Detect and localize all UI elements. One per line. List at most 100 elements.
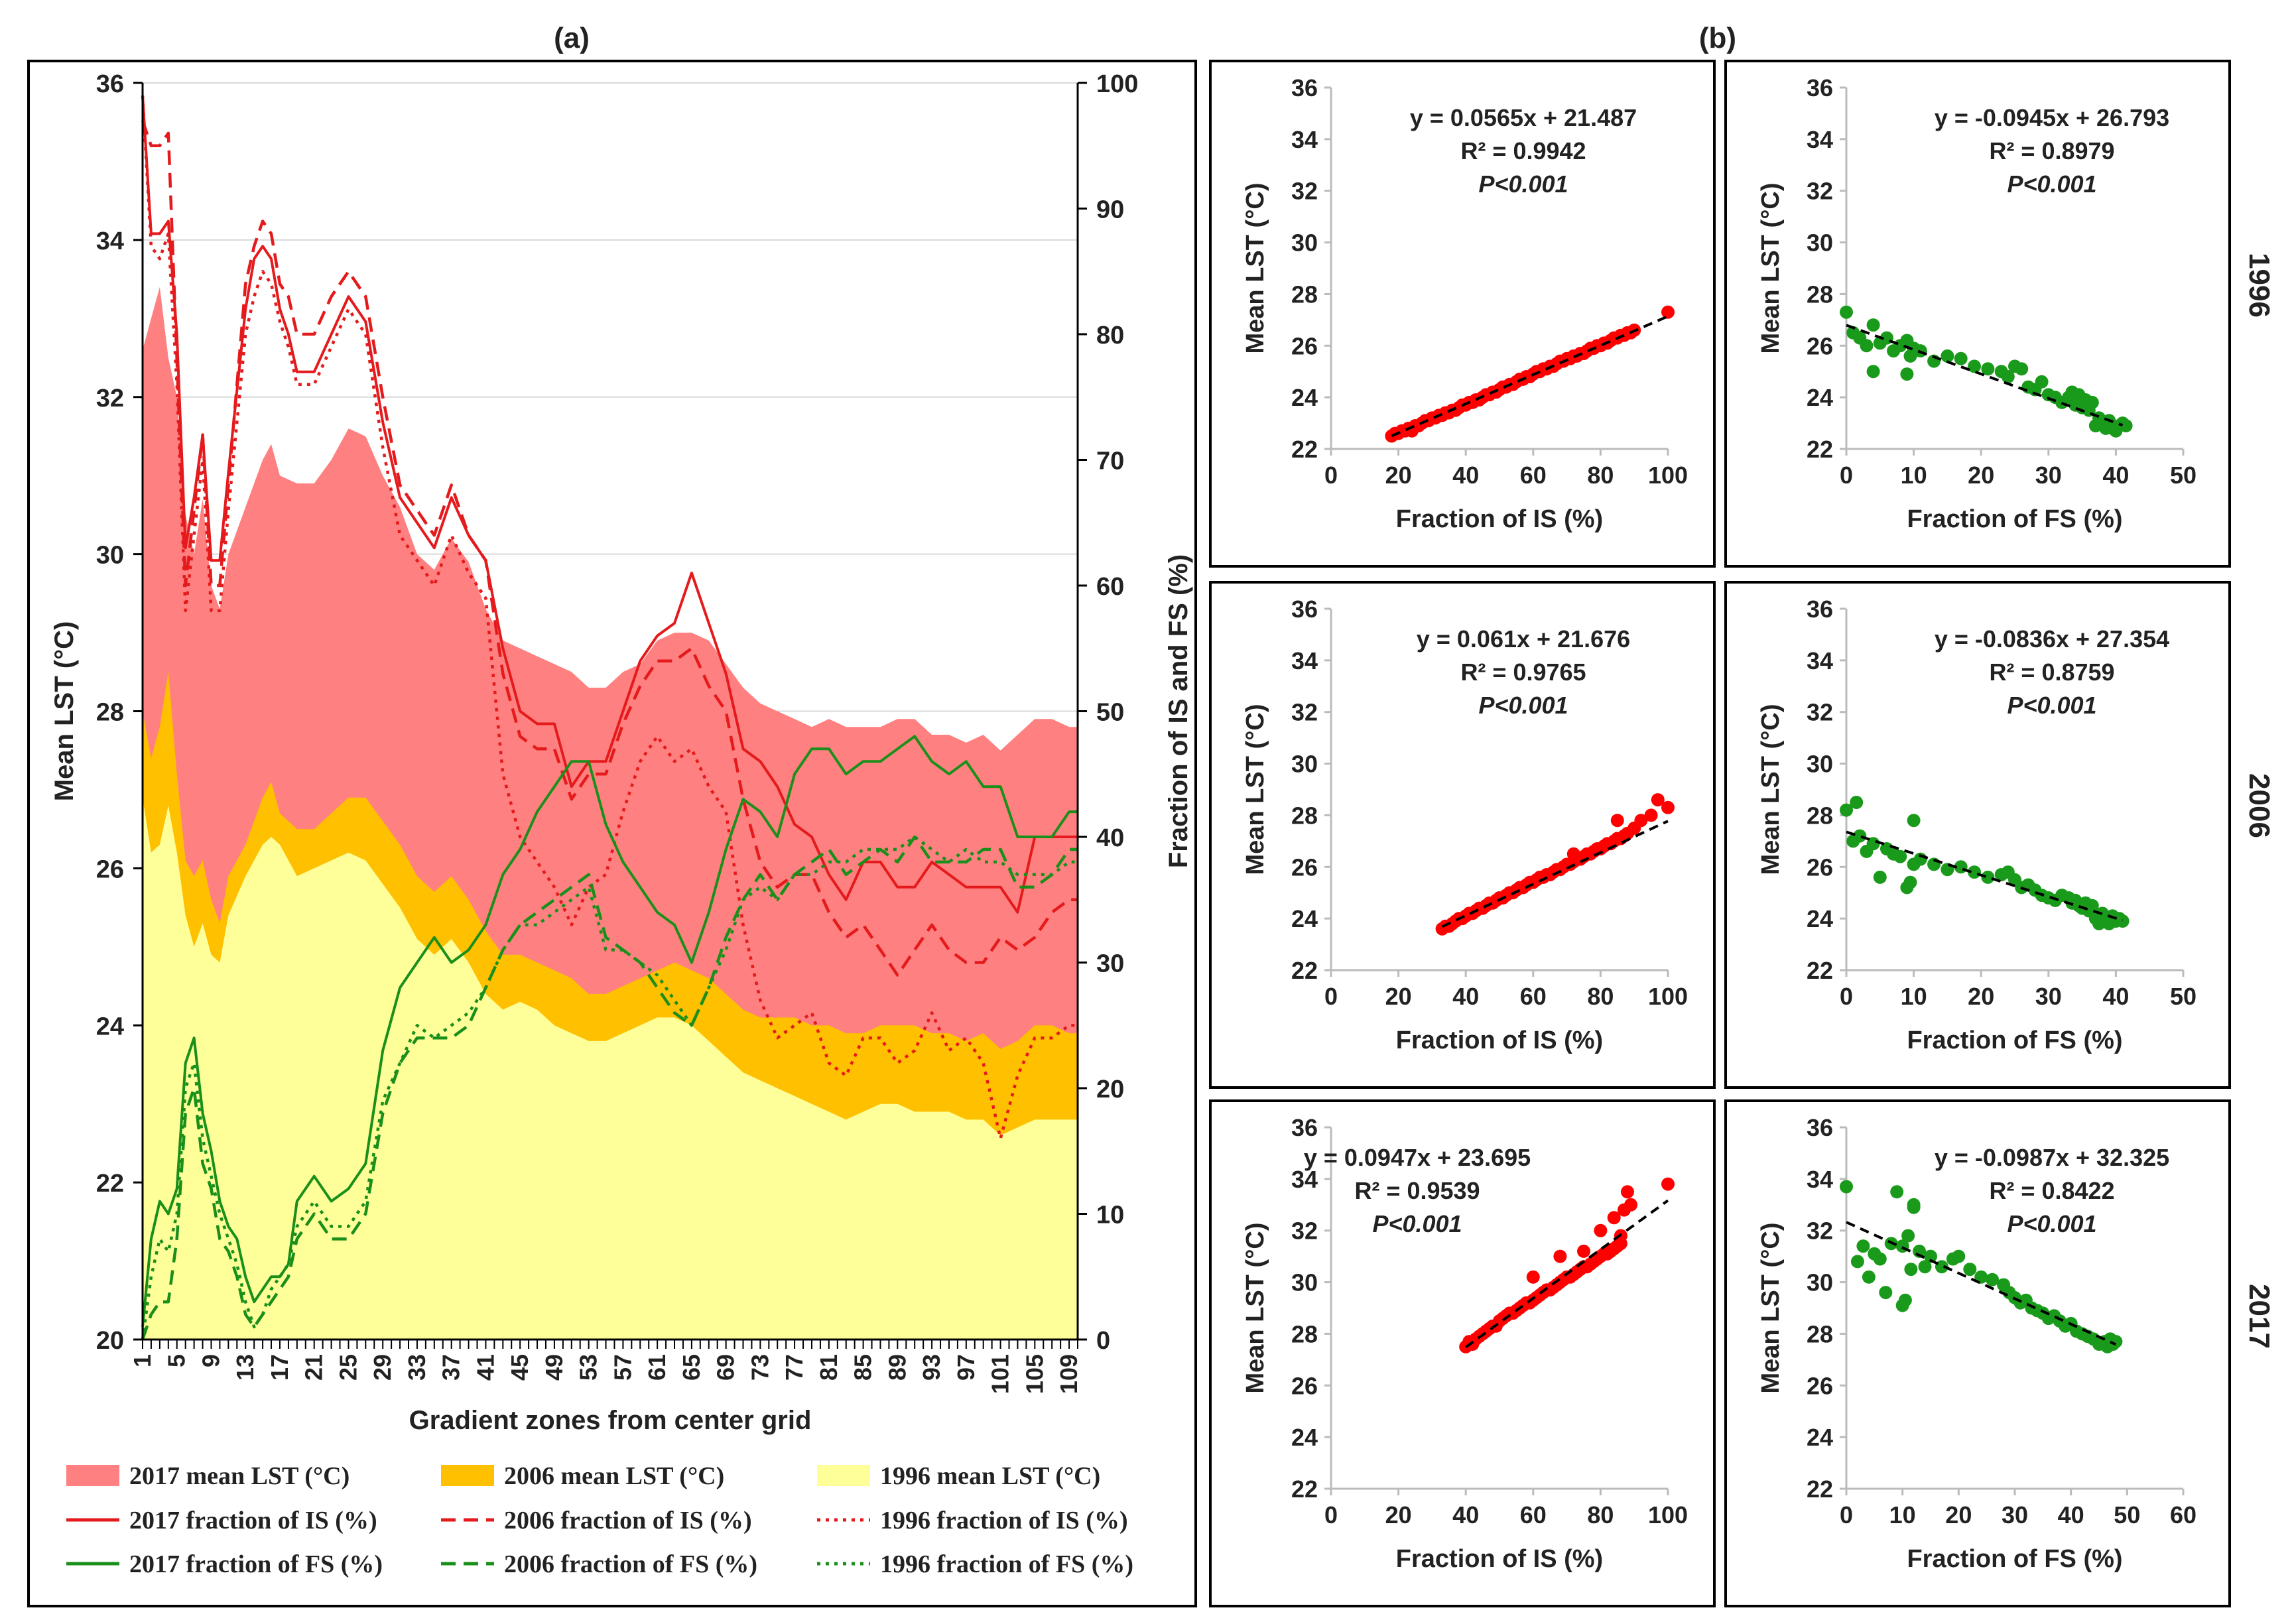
- xtick-label: 49: [541, 1354, 568, 1381]
- xtick-label: 80: [1587, 462, 1614, 489]
- y2tick-label: 40: [1096, 824, 1124, 852]
- xtick-label: 40: [1452, 983, 1479, 1010]
- scatter-point: [1968, 865, 1981, 879]
- xtick-label: 0: [1840, 462, 1853, 489]
- scatter-point: [1907, 814, 1921, 828]
- xtick-label: 33: [403, 1354, 430, 1381]
- ytick-label: 30: [1807, 229, 1833, 257]
- y2tick-label: 100: [1096, 70, 1138, 98]
- scatter-point: [1924, 1249, 1937, 1263]
- xtick-label: 41: [472, 1354, 499, 1381]
- xtick-label: 80: [1587, 1501, 1614, 1529]
- x-axis-title: Fraction of IS (%): [1396, 1027, 1603, 1054]
- panel-b-1996-IS-border: [1209, 60, 1716, 568]
- xtick-label: 0: [1324, 462, 1338, 489]
- trendline: [1846, 830, 2124, 922]
- ytick-label: 30: [1291, 229, 1318, 257]
- scatter-point: [1860, 339, 1874, 353]
- p-value: P<0.001: [1478, 170, 1568, 198]
- regression-equation: y = -0.0945x + 26.793: [1935, 104, 2169, 131]
- line-3-fraction: [141, 735, 1078, 1328]
- scatter-point: [1853, 829, 1867, 843]
- line-0-fraction: [141, 95, 1078, 914]
- scatter-point: [1644, 808, 1658, 822]
- y2-axis-title: Fraction of IS and FS (%): [1164, 554, 1193, 868]
- regression-equation: y = 0.0565x + 21.487: [1410, 104, 1637, 131]
- y-axis-title: Mean LST (°C): [1242, 1223, 1269, 1394]
- regression-equation: y = 0.0947x + 23.695: [1304, 1144, 1531, 1171]
- ytick-label: 34: [1291, 647, 1318, 674]
- y-axis-title: Mean LST (°C): [1757, 1223, 1785, 1394]
- ytick-label: 32: [1291, 699, 1318, 726]
- ytick-label: 36: [1807, 595, 1833, 623]
- xtick-label: 60: [2170, 1501, 2196, 1529]
- xtick-label: 30: [2035, 983, 2062, 1010]
- xtick-label: 93: [918, 1354, 945, 1381]
- legend-swatch: [66, 1465, 119, 1486]
- scatter-point: [1661, 800, 1675, 814]
- ytick-label: 20: [96, 1327, 124, 1355]
- legend-label: 2006 mean LST (°C): [504, 1462, 724, 1490]
- scatter-point: [1866, 318, 1880, 332]
- ytick-label: 28: [1807, 802, 1833, 829]
- xtick-label: 40: [2102, 983, 2129, 1010]
- scatter-b-2017-FS: 22 24 26 28 30 32 34 36 0 10 20 30 40 50 60 Mean LST (°…: [1757, 1114, 2196, 1573]
- xtick-label: 20: [1385, 983, 1412, 1010]
- scatter-point: [1850, 1255, 1864, 1269]
- ytick-label: 28: [96, 699, 124, 727]
- ytick-label: 34: [1807, 1166, 1833, 1193]
- scatter-point: [1850, 796, 1864, 809]
- r-squared: R² = 0.8422: [1989, 1177, 2114, 1204]
- legend-label: 1996 fraction of FS (%): [880, 1550, 1133, 1578]
- xtick-label: 30: [2035, 462, 2062, 489]
- ytick-label: 30: [1291, 1269, 1318, 1296]
- ytick-label: 36: [1291, 1114, 1318, 1141]
- xtick-label: 20: [1945, 1501, 1972, 1529]
- xtick-label: 0: [1324, 983, 1338, 1010]
- ytick-label: 24: [1291, 384, 1318, 411]
- scatter-point: [1968, 359, 1981, 373]
- scatter-point: [1935, 1260, 1948, 1274]
- xtick-label: 40: [1452, 1501, 1479, 1529]
- p-value: P<0.001: [1372, 1210, 1462, 1237]
- scatter-point: [1898, 1293, 1912, 1307]
- ytick-label: 24: [1807, 905, 1833, 932]
- x-axis-title: Fraction of IS (%): [1396, 505, 1603, 533]
- xtick-label: 50: [2170, 983, 2196, 1010]
- ytick-label: 26: [1291, 332, 1318, 359]
- scatter-point: [2109, 1335, 2123, 1349]
- regression-equation: y = -0.0836x + 27.354: [1935, 625, 2169, 653]
- y2tick-label: 90: [1096, 196, 1124, 224]
- ytick-label: 22: [1807, 1475, 1833, 1503]
- scatter-point: [1904, 1263, 1918, 1277]
- xtick-label: 105: [1021, 1354, 1048, 1394]
- scatter-point: [1963, 1263, 1977, 1277]
- xtick-label: 57: [609, 1354, 636, 1381]
- r-squared: R² = 0.8979: [1989, 137, 2114, 164]
- scatter-point: [1918, 1260, 1932, 1274]
- y2tick-label: 30: [1096, 950, 1124, 978]
- ytick-label: 26: [96, 855, 124, 883]
- xtick-label: 29: [369, 1354, 396, 1381]
- xtick-label: 50: [2170, 462, 2196, 489]
- scatter-point: [1941, 349, 1954, 363]
- xtick-label: 60: [1520, 983, 1547, 1010]
- scatter-point: [1661, 1177, 1675, 1191]
- ytick-label: 28: [1807, 281, 1833, 308]
- xtick-label: 1: [129, 1354, 156, 1367]
- y-axis-title: Mean LST (°C): [1757, 183, 1785, 354]
- legend-label: 2006 fraction of IS (%): [504, 1507, 752, 1534]
- y2tick-label: 80: [1096, 322, 1124, 349]
- line-5-fraction: [141, 835, 1078, 1340]
- xtick-label: 53: [575, 1354, 602, 1381]
- scatter-point: [1901, 1229, 1915, 1243]
- scatter-point: [1526, 1270, 1540, 1284]
- y2tick-label: 70: [1096, 448, 1124, 475]
- ytick-label: 24: [96, 1013, 124, 1040]
- xtick-label: 85: [850, 1354, 877, 1381]
- ytick-label: 22: [96, 1170, 124, 1198]
- line-1-fraction: [141, 120, 1078, 977]
- ytick-label: 30: [1807, 751, 1833, 778]
- scatter-point: [2001, 370, 2015, 383]
